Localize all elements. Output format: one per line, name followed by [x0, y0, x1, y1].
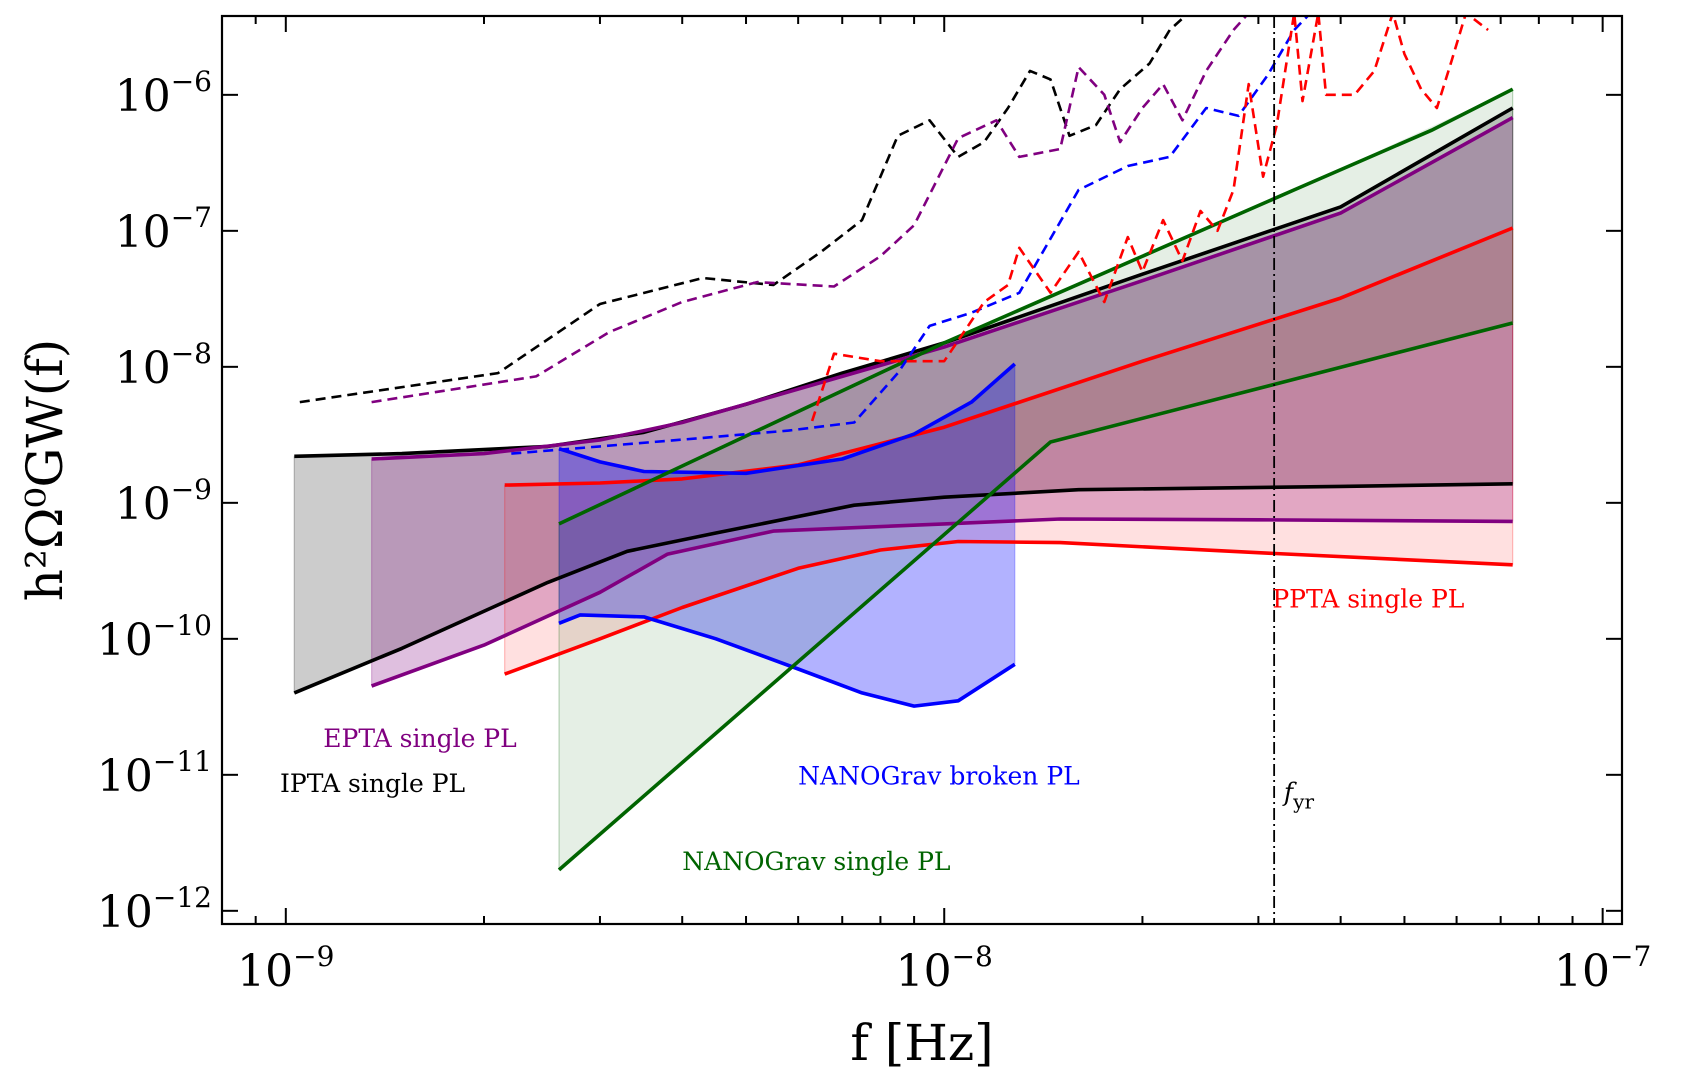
nanograv-sensitivity-dashed [511, 16, 1310, 455]
ppta-band [504, 228, 1513, 675]
ipta-band [294, 108, 1513, 693]
nanograv-single-upper-line [558, 87, 1514, 526]
x-tick-exponent: −9 [293, 940, 334, 973]
annotation-f: fyr [1282, 777, 1315, 813]
nanograv-broken-band [559, 364, 1015, 707]
annotations-layer: PPTA single PL EPTA single PL IPTA single … [280, 584, 1464, 875]
epta-lower-line [370, 517, 1513, 688]
y-tick-label: 10−9 [115, 473, 212, 530]
x-axis-title: f [Hz] [850, 1014, 993, 1072]
x-tick-base: 10 [896, 946, 952, 997]
y-tick-exponent: −7 [171, 201, 212, 234]
y-tick-label: 10−6 [115, 65, 212, 122]
y-tick-base: 10 [97, 887, 153, 938]
ticks-layer: 10−9 10−8 10−710−610−710−810−910−1010−1110… [97, 16, 1651, 997]
ipta-lower-line [293, 482, 1513, 695]
annotation-ipta-single-pl: IPTA single PL [280, 769, 465, 798]
x-tick-base: 10 [237, 946, 293, 997]
y-tick-base: 10 [115, 71, 171, 122]
x-tick-exponent: −8 [952, 940, 993, 973]
epta-upper-line [371, 116, 1514, 461]
nanograv-broken-lower-line [558, 613, 1016, 708]
nanograv-broken-upper-line [558, 362, 1016, 476]
y-tick-base: 10 [115, 479, 171, 530]
x-tick-label: 10−9 [237, 940, 334, 997]
ppta-lower-line [504, 539, 1513, 676]
ppta-sensitivity-dashed [810, 16, 1489, 422]
y-tick-label: 10−7 [115, 201, 212, 258]
ipta-sensitivity-dashed [299, 16, 1188, 404]
x-tick-base: 10 [1554, 946, 1610, 997]
y-tick-exponent: −12 [153, 881, 212, 914]
y-tick-base: 10 [97, 751, 153, 802]
x-tick-label: 10−7 [1554, 940, 1651, 997]
y-tick-label: 10−11 [97, 745, 212, 802]
nanograv-single-lower-line [557, 321, 1514, 872]
annotation-nanograv-single-pl: NANOGrav single PL [682, 847, 950, 876]
y-axis-title: h²Ω⁰GW(f) [16, 339, 74, 602]
y-tick-exponent: −6 [171, 65, 212, 98]
y-tick-label: 10−8 [115, 337, 212, 394]
x-tick-label: 10−8 [896, 940, 993, 997]
dashed-layer [299, 16, 1489, 924]
y-tick-label: 10−12 [97, 881, 212, 938]
y-tick-base: 10 [115, 343, 171, 394]
epta-sensitivity-dashed [371, 16, 1248, 404]
annotation-epta-single-pl: EPTA single PL [323, 724, 516, 753]
annotation-nanograv-broken-pl: NANOGrav broken PL [798, 761, 1080, 790]
y-tick-base: 10 [115, 207, 171, 258]
lines-layer [293, 87, 1514, 872]
plot-frame [220, 14, 1624, 926]
ppta-upper-line [504, 226, 1514, 487]
y-tick-base: 10 [97, 615, 153, 666]
annotation-ppta-single-pl: PPTA single PL [1272, 584, 1464, 613]
y-tick-exponent: −10 [153, 609, 212, 642]
x-tick-exponent: −7 [1610, 940, 1651, 973]
y-tick-exponent: −9 [171, 473, 212, 506]
y-tick-exponent: −8 [171, 337, 212, 370]
y-tick-label: 10−10 [97, 609, 212, 666]
y-tick-exponent: −11 [153, 745, 212, 778]
